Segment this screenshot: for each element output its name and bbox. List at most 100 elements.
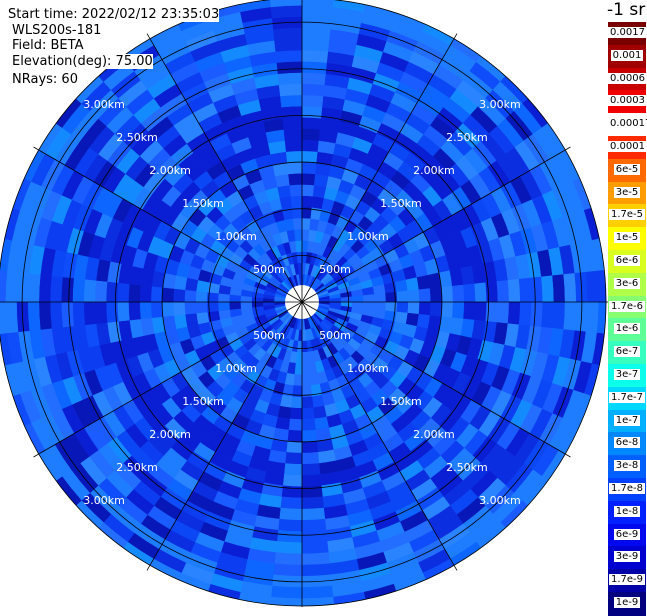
range-label: 500m xyxy=(319,329,351,342)
beta-cell xyxy=(274,38,303,52)
range-label: 1.00km xyxy=(347,230,389,243)
beta-cell xyxy=(276,61,303,75)
range-label: 2.00km xyxy=(413,164,455,177)
beta-cell xyxy=(270,0,303,8)
beta-cell xyxy=(72,277,86,303)
colorbar-tick-label: 1.7e-7 xyxy=(608,391,646,403)
beta-cell xyxy=(273,563,303,577)
beta-cell xyxy=(5,270,19,303)
beta-cell xyxy=(83,301,97,326)
beta-cell xyxy=(563,301,577,331)
beta-cell xyxy=(27,301,41,331)
beta-cell xyxy=(278,83,303,97)
beta-cell xyxy=(290,396,303,409)
beta-cell xyxy=(274,173,290,188)
beta-cell xyxy=(301,61,328,75)
field-label: Field: BETA xyxy=(12,38,84,53)
beta-cell xyxy=(301,150,319,164)
beta-cell xyxy=(173,274,188,290)
beta-cell xyxy=(277,518,303,532)
beta-cell xyxy=(301,184,315,197)
beta-cell xyxy=(301,5,334,19)
beta-cell xyxy=(150,301,164,319)
colorbar-tick-label: 6e-7 xyxy=(613,346,641,358)
beta-cell xyxy=(496,301,510,324)
beta-cell xyxy=(274,416,290,431)
colorbar-tick-label: 0.0006 xyxy=(608,72,647,84)
azimuth-spoke xyxy=(146,301,303,571)
range-label: 1.50km xyxy=(380,197,422,210)
beta-cell xyxy=(396,301,409,314)
colorbar-tick-label: 1.7e-9 xyxy=(608,574,646,586)
beta-cell xyxy=(282,117,303,130)
beta-cell xyxy=(405,277,420,292)
azimuth-spoke xyxy=(301,301,571,458)
beta-cell xyxy=(0,270,8,303)
range-rings xyxy=(0,0,612,607)
beta-cell xyxy=(507,278,521,303)
beta-cell xyxy=(518,277,532,303)
beta-cell xyxy=(172,288,186,303)
beta-cell xyxy=(295,240,303,253)
beta-cell xyxy=(418,301,432,316)
beta-cell xyxy=(418,288,432,303)
range-label: 500m xyxy=(319,263,351,276)
beta-cell xyxy=(217,301,230,312)
beta-cell xyxy=(301,49,329,63)
beta-cell xyxy=(283,128,303,141)
colorbar-tick-label: 0.001 xyxy=(610,49,644,61)
beta-cell xyxy=(184,312,199,327)
beta-cell xyxy=(184,289,197,303)
beta-cell xyxy=(296,251,303,264)
beta-cell xyxy=(541,301,555,329)
beta-cell xyxy=(563,273,577,303)
colorbar-tick-label: 6e-6 xyxy=(613,255,641,266)
colorbar-tick-label: 0.0001 xyxy=(608,141,647,152)
beta-cell xyxy=(301,418,316,432)
beta-cell xyxy=(292,217,303,230)
beta-cell xyxy=(161,301,175,317)
beta-cell xyxy=(301,407,315,420)
range-label: 1.50km xyxy=(380,395,422,408)
beta-cell xyxy=(292,374,303,387)
beta-cell xyxy=(172,301,186,316)
beta-cell xyxy=(301,128,321,141)
beta-cell xyxy=(301,72,327,86)
colorbar-tick-label: 3e-8 xyxy=(613,460,641,472)
range-label: 1.00km xyxy=(347,362,389,375)
beta-cell xyxy=(94,301,108,324)
colorbar-tick-label: 1e-6 xyxy=(613,323,641,335)
beta-cell xyxy=(280,496,303,510)
nrays-label: NRays: 60 xyxy=(12,72,78,87)
beta-cell xyxy=(287,161,303,175)
beta-cell xyxy=(251,301,264,308)
colorbar-tick-label: 1.7e-8 xyxy=(608,483,646,494)
colorbar-tick-label: 1e-5 xyxy=(613,232,641,244)
beta-cell xyxy=(195,301,208,314)
beta-cell xyxy=(529,301,543,328)
range-label: 500m xyxy=(253,329,285,342)
beta-cell xyxy=(195,290,208,303)
beta-cell xyxy=(287,429,303,443)
beta-cell xyxy=(38,274,52,303)
range-labels: 500m 500m 500m 500m 1.00km 1.00km 1.00km 1.00km… xyxy=(83,98,520,507)
beta-cell xyxy=(49,275,63,303)
beta-cell xyxy=(301,507,326,521)
colorbar-tick-label: 6e-5 xyxy=(613,163,641,175)
beta-cell xyxy=(270,585,303,599)
beta-cell xyxy=(396,290,409,303)
beta-cell xyxy=(38,301,52,330)
beta-cell xyxy=(301,529,328,543)
colorbar-tick-label: 6e-9 xyxy=(613,528,641,540)
beta-cell xyxy=(301,496,324,510)
range-label: 1.00km xyxy=(215,362,257,375)
beta-cell xyxy=(429,301,443,317)
beta-cell xyxy=(49,301,63,329)
colorbar-tick-label: 1e-8 xyxy=(613,505,641,517)
beta-cell xyxy=(301,0,334,8)
beta-cell xyxy=(5,301,19,334)
beta-cell xyxy=(301,452,320,465)
beta-cell xyxy=(416,314,431,330)
beta-cell xyxy=(275,49,303,63)
